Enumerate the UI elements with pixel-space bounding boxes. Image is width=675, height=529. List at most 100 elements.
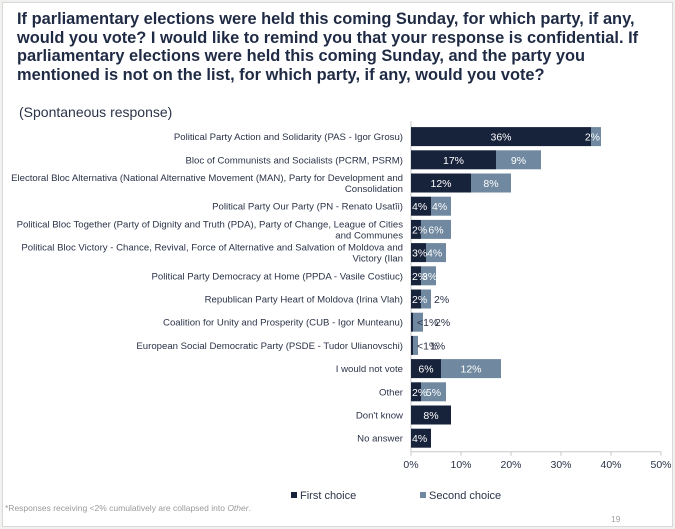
data-label-second-choice: 4% bbox=[432, 201, 447, 213]
data-label-first-choice: <1% bbox=[417, 340, 438, 352]
footnote-other: Other bbox=[227, 503, 249, 513]
data-label-first-choice: 3% bbox=[412, 248, 427, 260]
category-label: European Social Democratic Party (PSDE -… bbox=[136, 341, 403, 352]
category-label: Don't know bbox=[356, 411, 403, 422]
data-label-first-choice: 2% bbox=[412, 387, 427, 399]
bar-first-choice bbox=[411, 428, 431, 448]
data-label-first-choice: 2% bbox=[412, 271, 427, 283]
bar-first-choice bbox=[411, 150, 496, 170]
x-tick-label: 10% bbox=[450, 459, 471, 471]
data-label-second-choice: 8% bbox=[483, 178, 498, 190]
data-label-first-choice: 4% bbox=[412, 201, 427, 213]
footnote-text: *Responses receiving <2% cumulatively ar… bbox=[5, 503, 228, 513]
data-label-second-choice: 4% bbox=[427, 248, 442, 260]
footnote: *Responses receiving <2% cumulatively ar… bbox=[5, 503, 251, 513]
category-label: I would not vote bbox=[336, 364, 403, 375]
bar-second-choice bbox=[413, 312, 423, 332]
x-tick-label: 40% bbox=[600, 459, 621, 471]
category-label-line: and Communes bbox=[335, 230, 403, 241]
bar-second-choice bbox=[426, 243, 446, 263]
bar-first-choice bbox=[411, 289, 421, 309]
data-label-first-choice: <1% bbox=[417, 317, 438, 329]
data-label-second-choice: 6% bbox=[428, 224, 443, 236]
legend-swatch-first bbox=[291, 492, 297, 498]
category-label-line: No answer bbox=[357, 434, 404, 445]
data-label-first-choice: 17% bbox=[443, 155, 464, 167]
x-tick-label: 50% bbox=[650, 459, 671, 471]
category-label-line: Republican Party Heart of Moldova (Irina… bbox=[205, 295, 403, 306]
bar-first-choice bbox=[411, 405, 451, 425]
category-label-line: Political Party Democracy at Home (PPDA … bbox=[152, 271, 403, 282]
data-label-first-choice: 2% bbox=[412, 294, 427, 306]
data-label-second-choice: 5% bbox=[426, 387, 441, 399]
data-label-second-choice: 12% bbox=[460, 364, 481, 376]
data-label-first-choice: 4% bbox=[412, 433, 427, 445]
category-label: Political Party Democracy at Home (PPDA … bbox=[152, 271, 403, 282]
data-label-second-choice: 2% bbox=[435, 317, 450, 329]
bar-first-choice bbox=[411, 359, 441, 379]
category-label-line: Political Party Our Party (PN - Renato U… bbox=[212, 202, 403, 213]
data-label-second-choice: 1% bbox=[430, 340, 445, 352]
slide-title: If parliamentary elections were held thi… bbox=[17, 10, 639, 84]
bar-second-choice bbox=[431, 196, 451, 216]
category-label-line: Don't know bbox=[356, 411, 403, 422]
category-label-line: I would not vote bbox=[336, 364, 403, 375]
bar-second-choice bbox=[421, 382, 446, 402]
category-label-line: Consolidation bbox=[345, 184, 403, 195]
legend-second-choice: Second choice bbox=[420, 490, 501, 502]
bar-first-choice bbox=[411, 243, 426, 263]
data-label-second-choice: 3% bbox=[422, 271, 437, 283]
bar-chart: 0% 10% 20% 30% 40% 50% Political Party Action … bbox=[11, 121, 672, 471]
x-tick-label: 0% bbox=[403, 459, 418, 471]
category-label-line: Electoral Bloc Alternativa (National Alt… bbox=[11, 173, 403, 184]
category-label-line: Other bbox=[379, 387, 404, 398]
data-label-second-choice: 2% bbox=[585, 132, 600, 144]
data-label-first-choice: 2% bbox=[412, 224, 427, 236]
category-label-line: Coalition for Unity and Prosperity (CUB … bbox=[163, 318, 403, 329]
bar-second-choice bbox=[441, 359, 501, 379]
bar-second-choice bbox=[421, 219, 451, 239]
data-label-second-choice: 2% bbox=[434, 294, 449, 306]
legend-label-first: First choice bbox=[300, 490, 357, 502]
category-label: Bloc of Communists and Socialists (PCRM,… bbox=[185, 155, 403, 166]
bar-second-choice bbox=[421, 289, 431, 309]
bar-second-choice bbox=[496, 150, 541, 170]
category-label-line: Bloc of Communists and Socialists (PCRM,… bbox=[185, 155, 403, 166]
legend-first-choice: First choice bbox=[291, 490, 356, 502]
bar-second-choice bbox=[421, 266, 436, 286]
data-label-first-choice: 36% bbox=[490, 132, 511, 144]
legend-swatch-second bbox=[420, 492, 426, 498]
data-label-first-choice: 8% bbox=[423, 410, 438, 422]
category-label: Republican Party Heart of Moldova (Irina… bbox=[205, 295, 403, 306]
x-tick-label: 30% bbox=[550, 459, 571, 471]
category-label: Electoral Bloc Alternativa (National Alt… bbox=[11, 173, 403, 195]
bar-first-choice bbox=[411, 196, 431, 216]
bar-first-choice bbox=[411, 219, 421, 239]
chart-subtitle: (Spontaneous response) bbox=[19, 104, 173, 120]
bar-first-choice bbox=[411, 312, 413, 332]
footnote-suffix: . bbox=[248, 503, 251, 513]
data-label-second-choice: 9% bbox=[511, 155, 526, 167]
bar-second-choice bbox=[413, 335, 418, 355]
data-label-first-choice: 6% bbox=[418, 364, 433, 376]
category-label-line: European Social Democratic Party (PSDE -… bbox=[136, 341, 403, 352]
bar-first-choice bbox=[411, 127, 591, 147]
bar-second-choice bbox=[591, 127, 601, 147]
bar-first-choice bbox=[411, 173, 471, 193]
category-label-line: Political Party Action and Solidarity (P… bbox=[174, 132, 403, 143]
bar-first-choice bbox=[411, 266, 421, 286]
data-label-first-choice: 12% bbox=[430, 178, 451, 190]
category-label: Political Party Action and Solidarity (P… bbox=[174, 132, 403, 143]
category-label: Political Party Our Party (PN - Renato U… bbox=[212, 202, 403, 213]
category-label-line: Victory (Ilan bbox=[353, 254, 403, 265]
bar-second-choice bbox=[471, 173, 511, 193]
x-tick-label: 20% bbox=[500, 459, 521, 471]
category-label: No answer bbox=[357, 434, 404, 445]
category-label: Political Bloc Together (Party of Dignit… bbox=[17, 219, 404, 241]
category-label-line: Political Bloc Victory - Chance, Revival… bbox=[21, 243, 403, 254]
category-label: Other bbox=[379, 387, 404, 398]
category-label: Political Bloc Victory - Chance, Revival… bbox=[21, 243, 403, 265]
category-label-line: Political Bloc Together (Party of Dignit… bbox=[17, 219, 404, 230]
page-number: 19 bbox=[611, 514, 621, 524]
